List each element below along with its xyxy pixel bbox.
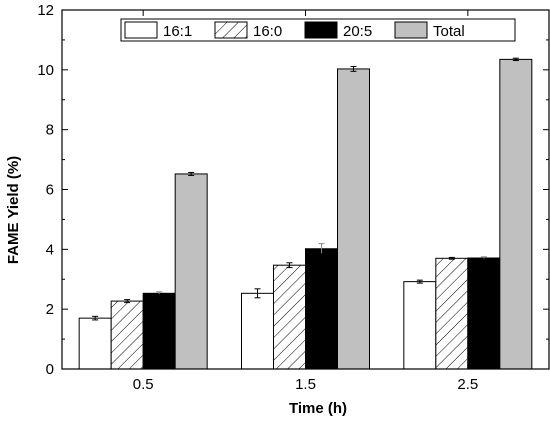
y-tick-label: 10	[37, 62, 54, 79]
y-tick-label: 12	[37, 2, 54, 19]
legend-swatch-16-0	[214, 21, 248, 39]
legend-swatch-total	[394, 21, 428, 39]
legend-label: 20:5	[343, 23, 372, 40]
x-tick-label: 2.5	[457, 376, 478, 393]
bar-16-1-2.5	[403, 281, 437, 370]
bar-total-1.5	[337, 68, 370, 370]
legend-swatch-20-5	[304, 21, 338, 39]
bar-16-0-1.5	[273, 264, 306, 370]
bar-16-0-2.5	[435, 257, 469, 370]
axes-layer: 0.5 1.5 2.5 0 2 4 6 8 10 12	[37, 2, 550, 393]
bar-16-0-0.5	[110, 300, 144, 370]
bar-20-5-1.5	[305, 248, 338, 370]
bar-16-1-0.5	[78, 317, 112, 370]
x-tick-label: 0.5	[133, 376, 154, 393]
bars-layer	[78, 57, 533, 370]
bar-total-2.5	[499, 58, 533, 370]
y-axis-title: FAME Yield (%)	[5, 156, 22, 264]
bar-total-0.5	[174, 173, 208, 370]
legend-label: Total	[433, 23, 465, 40]
plot-frame	[61, 9, 550, 370]
y-tick-label: 2	[46, 301, 54, 318]
bar-20-5-2.5	[467, 257, 501, 370]
legend-swatch-16-1	[124, 21, 158, 39]
y-tick-label: 0	[46, 361, 54, 378]
legend-label: 16:1	[163, 23, 192, 40]
bar-20-5-0.5	[142, 292, 176, 370]
x-axis-title: Time (h)	[289, 400, 347, 417]
y-tick-label: 6	[46, 182, 54, 199]
bar-16-1-1.5	[241, 292, 274, 370]
legend: 16:1 16:0 20:5 Total	[120, 18, 516, 42]
y-tick-label: 4	[46, 241, 54, 258]
y-tick-label: 8	[46, 122, 54, 139]
legend-label: 16:0	[253, 23, 282, 40]
x-tick-label: 1.5	[295, 376, 316, 393]
